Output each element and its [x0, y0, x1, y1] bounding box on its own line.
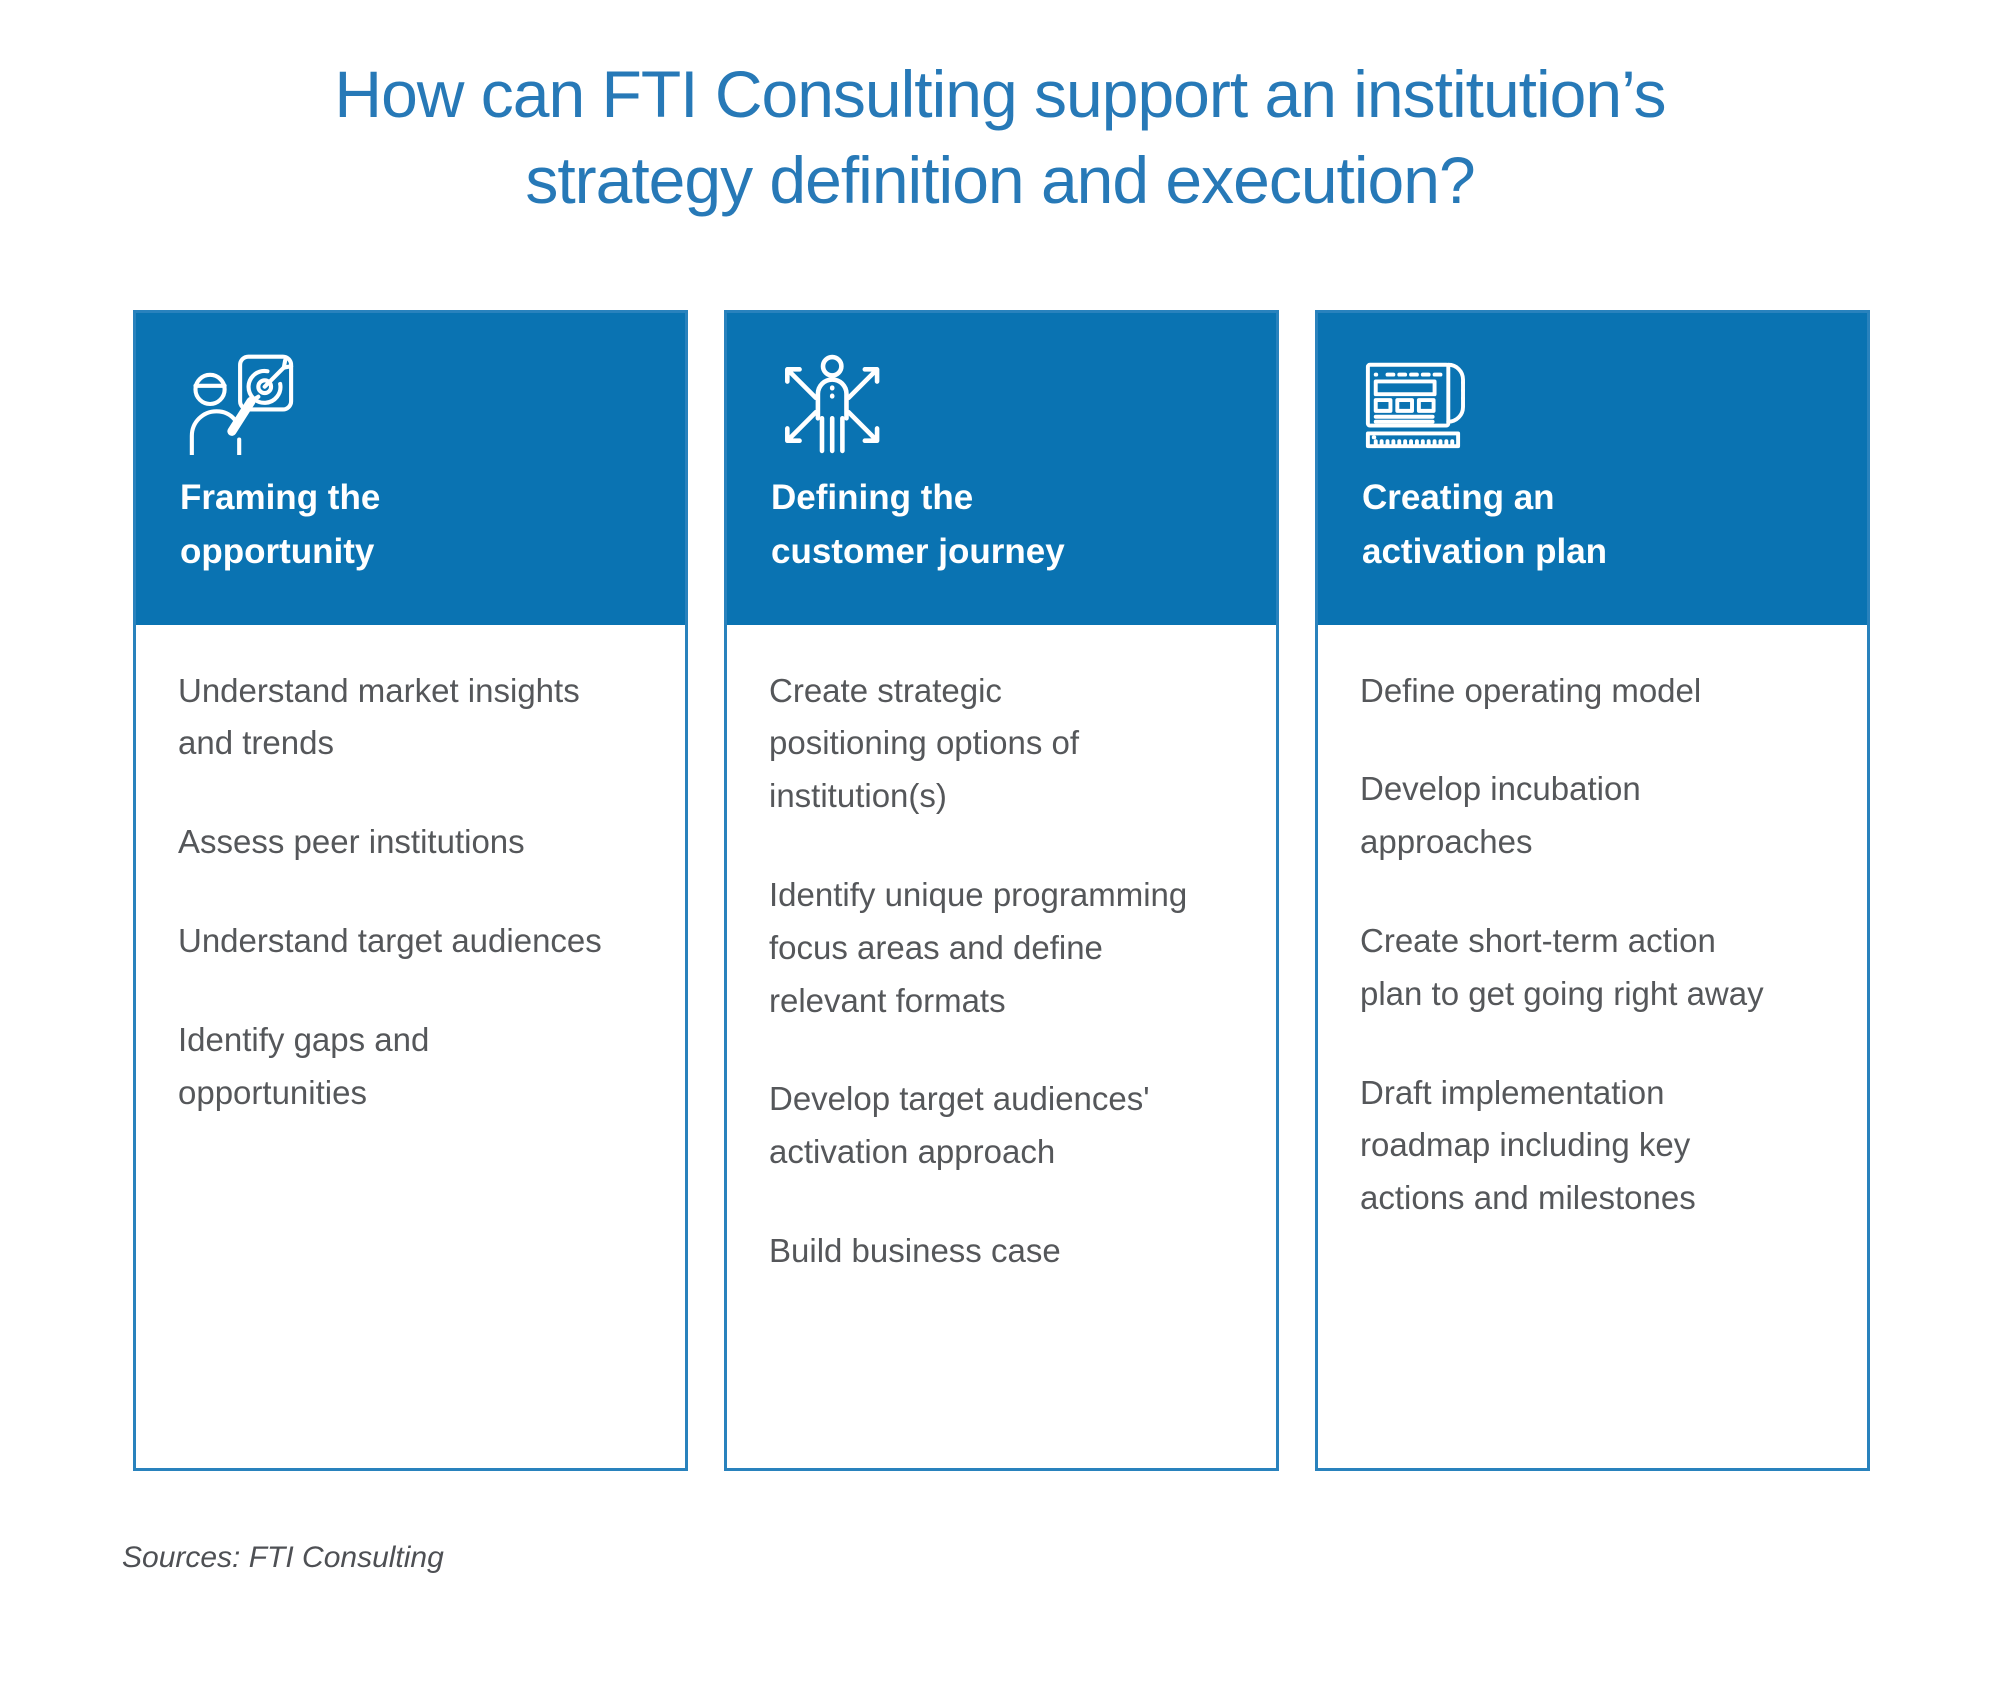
page-root: How can FTI Consulting support an instit…: [0, 52, 2000, 1575]
card-header-framing: Framing the opportunity: [136, 312, 685, 625]
page-title: How can FTI Consulting support an instit…: [0, 52, 2000, 224]
card-item: Create strategic positioning options of …: [769, 671, 1080, 815]
card-item: Assess peer institutions: [178, 823, 525, 861]
page-title-line-2: strategy definition and execution?: [525, 142, 1475, 217]
card-title-defining: Defining the customer journey: [771, 471, 1232, 580]
card-title-line: Creating an: [1362, 477, 1555, 517]
card-title-creating: Creating an activation plan: [1362, 471, 1823, 580]
cards-row: Framing the opportunity Understand marke…: [0, 309, 2000, 1471]
page-title-line-1: How can FTI Consulting support an instit…: [334, 57, 1666, 131]
card-item: Understand market insights and trends: [178, 671, 580, 762]
source-note: Sources: FTI Consulting: [122, 1540, 444, 1574]
card-item: Develop target audiences' activation app…: [769, 1080, 1150, 1171]
card-header-creating: Creating an activation plan: [1318, 312, 1867, 625]
card-item: Identify gaps and opportunities: [178, 1020, 430, 1111]
card-body-defining: Create strategic positioning options of …: [727, 625, 1276, 1468]
card-item: Build business case: [769, 1231, 1061, 1269]
card-item: Create short-term action plan to get goi…: [1360, 921, 1764, 1012]
card-item: Develop incubation approaches: [1360, 770, 1641, 861]
card-creating-an-activation-plan: Creating an activation plan Define opera…: [1315, 309, 1870, 1471]
card-title-line: Defining the: [771, 477, 974, 517]
person-four-direction-arrows-icon: [771, 353, 1232, 455]
card-title-framing: Framing the opportunity: [180, 471, 641, 580]
card-item: Identify unique programming focus areas …: [769, 875, 1188, 1019]
card-header-defining: Defining the customer journey: [727, 312, 1276, 625]
person-presenting-target-icon: [180, 353, 641, 455]
card-framing-the-opportunity: Framing the opportunity Understand marke…: [133, 309, 688, 1471]
blueprint-plan-ruler-icon: [1362, 353, 1823, 455]
card-title-line: opportunity: [180, 531, 375, 571]
card-body-creating: Define operating model Develop incubatio…: [1318, 625, 1867, 1468]
card-defining-the-customer-journey: Defining the customer journey Create str…: [724, 309, 1279, 1471]
card-title-line: customer journey: [771, 531, 1065, 571]
card-item: Understand target audiences: [178, 921, 602, 959]
card-title-line: activation plan: [1362, 531, 1608, 571]
card-title-line: Framing the: [180, 477, 381, 517]
card-body-framing: Understand market insights and trends As…: [136, 625, 685, 1468]
card-item: Draft implementation roadmap including k…: [1360, 1073, 1696, 1217]
card-item: Define operating model: [1360, 671, 1702, 709]
